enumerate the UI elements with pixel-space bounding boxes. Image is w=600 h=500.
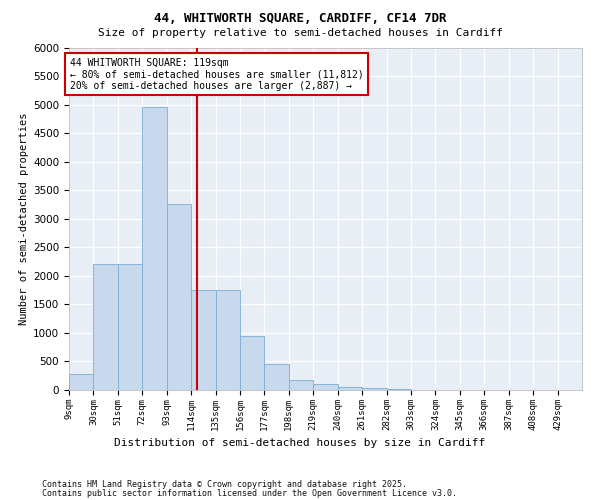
Text: Distribution of semi-detached houses by size in Cardiff: Distribution of semi-detached houses by …	[115, 438, 485, 448]
Text: 44, WHITWORTH SQUARE, CARDIFF, CF14 7DR: 44, WHITWORTH SQUARE, CARDIFF, CF14 7DR	[154, 12, 446, 24]
Bar	[240, 336, 265, 390]
Bar	[191, 290, 215, 390]
Bar	[94, 264, 118, 390]
Bar	[386, 389, 411, 390]
Bar	[69, 374, 94, 390]
Bar	[289, 380, 313, 390]
Bar	[167, 204, 191, 390]
Y-axis label: Number of semi-detached properties: Number of semi-detached properties	[19, 112, 29, 325]
Bar	[118, 264, 142, 390]
Text: Size of property relative to semi-detached houses in Cardiff: Size of property relative to semi-detach…	[97, 28, 503, 38]
Bar	[313, 384, 338, 390]
Text: Contains HM Land Registry data © Crown copyright and database right 2025.: Contains HM Land Registry data © Crown c…	[42, 480, 407, 489]
Bar	[362, 388, 386, 390]
Bar	[215, 290, 240, 390]
Text: Contains public sector information licensed under the Open Government Licence v3: Contains public sector information licen…	[42, 489, 457, 498]
Bar	[142, 108, 167, 390]
Bar	[338, 387, 362, 390]
Text: 44 WHITWORTH SQUARE: 119sqm
← 80% of semi-detached houses are smaller (11,812)
2: 44 WHITWORTH SQUARE: 119sqm ← 80% of sem…	[70, 58, 364, 91]
Bar	[265, 364, 289, 390]
